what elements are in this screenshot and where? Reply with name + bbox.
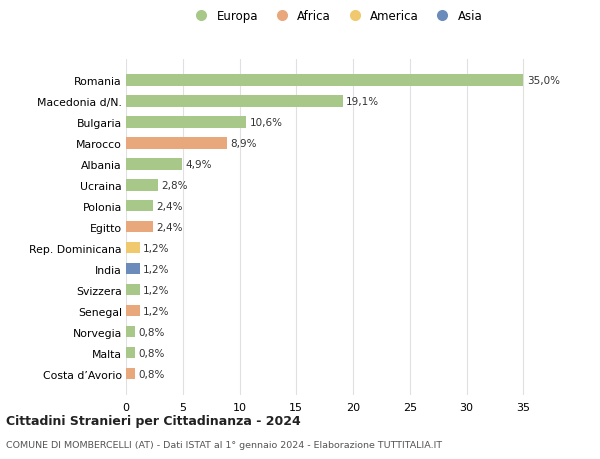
Text: 0,8%: 0,8%	[139, 327, 165, 337]
Bar	[126, 284, 140, 296]
Bar	[126, 138, 227, 149]
Bar	[126, 117, 247, 128]
Text: 2,8%: 2,8%	[161, 180, 188, 190]
Text: 1,2%: 1,2%	[143, 285, 170, 295]
Bar	[126, 159, 182, 170]
Bar	[126, 263, 140, 275]
Bar	[126, 201, 153, 212]
Text: 8,9%: 8,9%	[230, 139, 257, 148]
Bar	[126, 179, 158, 191]
Text: 0,8%: 0,8%	[139, 369, 165, 379]
Text: 10,6%: 10,6%	[250, 118, 283, 128]
Bar	[126, 75, 523, 86]
Text: 35,0%: 35,0%	[527, 76, 560, 86]
Bar	[126, 221, 153, 233]
Bar	[126, 347, 135, 358]
Text: 2,4%: 2,4%	[157, 202, 183, 211]
Bar	[126, 305, 140, 317]
Text: 1,2%: 1,2%	[143, 306, 170, 316]
Bar	[126, 96, 343, 107]
Bar	[126, 242, 140, 254]
Text: Cittadini Stranieri per Cittadinanza - 2024: Cittadini Stranieri per Cittadinanza - 2…	[6, 414, 301, 428]
Text: 1,2%: 1,2%	[143, 243, 170, 253]
Text: 0,8%: 0,8%	[139, 348, 165, 358]
Text: 1,2%: 1,2%	[143, 264, 170, 274]
Text: 2,4%: 2,4%	[157, 222, 183, 232]
Legend: Europa, Africa, America, Asia: Europa, Africa, America, Asia	[185, 5, 487, 28]
Text: COMUNE DI MOMBERCELLI (AT) - Dati ISTAT al 1° gennaio 2024 - Elaborazione TUTTIT: COMUNE DI MOMBERCELLI (AT) - Dati ISTAT …	[6, 441, 442, 449]
Bar	[126, 326, 135, 338]
Text: 4,9%: 4,9%	[185, 159, 212, 169]
Bar	[126, 368, 135, 380]
Text: 19,1%: 19,1%	[346, 96, 379, 106]
